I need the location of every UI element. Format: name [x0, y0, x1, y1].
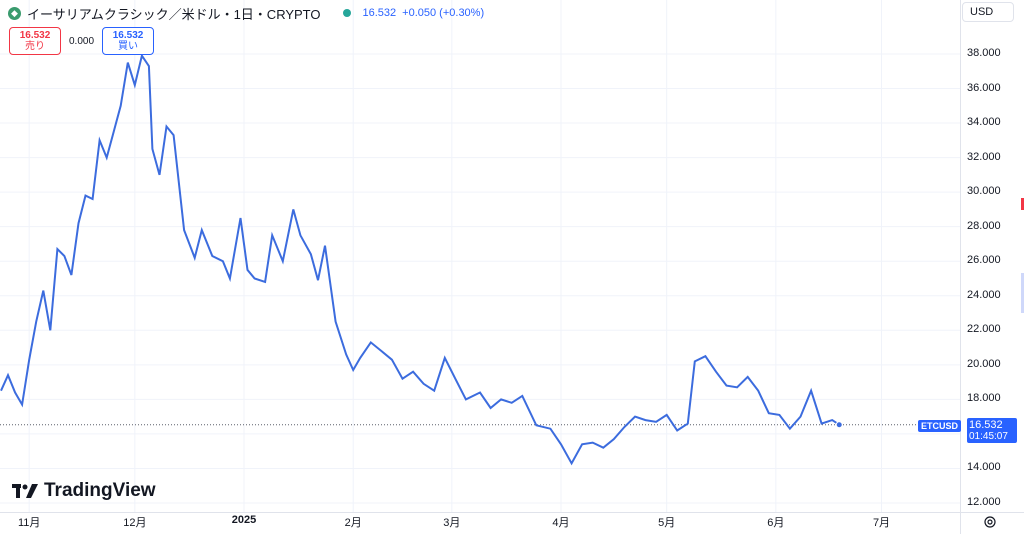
price-label-countdown: 01:45:07	[969, 431, 1008, 442]
y-tick-label: 22.000	[967, 323, 1001, 336]
chart-header: ◆ イーサリアムクラシック／米ドル・1日・CRYPTO 16.532 +0.05…	[8, 4, 484, 22]
last-price-marker	[835, 421, 843, 429]
edge-alert-marker	[1021, 198, 1024, 210]
y-tick-label: 38.000	[967, 46, 1001, 59]
header-price-change: +0.050 (+0.30%)	[402, 7, 485, 19]
x-tick-label: 3月	[443, 517, 461, 529]
x-tick-label: 12月	[123, 517, 147, 529]
gear-icon[interactable]	[983, 515, 997, 529]
symbol-title[interactable]: イーサリアムクラシック／米ドル・1日・CRYPTO	[27, 6, 321, 22]
y-tick-label: 32.000	[967, 150, 1001, 163]
x-tick-label: 4月	[552, 517, 570, 529]
buy-button[interactable]: 16.532 買い	[102, 27, 155, 55]
tradingview-watermark[interactable]: TradingView	[12, 480, 156, 502]
tradingview-logo-icon	[12, 484, 38, 498]
y-tick-label: 36.000	[967, 81, 1001, 94]
y-tick-label: 12.000	[967, 496, 1001, 508]
spread-value: 0.000	[69, 35, 95, 47]
x-tick-label: 2025	[231, 514, 257, 526]
y-tick-label: 20.000	[967, 357, 1001, 370]
x-tick-label: 5月	[658, 517, 676, 529]
sell-button[interactable]: 16.532 売り	[9, 27, 61, 55]
x-tick-label: 11月	[17, 517, 41, 529]
x-tick-label: 7月	[872, 517, 891, 529]
sell-label: 売り	[25, 41, 45, 52]
last-price-label: 16.532 01:45:07	[967, 418, 1017, 443]
etcusd-price-series-line	[0, 53, 840, 466]
y-tick-label: 26.000	[967, 254, 1001, 267]
y-tick-label: 18.000	[967, 392, 1001, 405]
price-label-price: 16.532	[969, 419, 1003, 431]
y-tick-label: 30.000	[967, 185, 1001, 198]
buy-label: 買い	[118, 41, 139, 52]
sell-price: 16.532	[19, 30, 51, 41]
watermark-text: TradingView	[44, 480, 156, 501]
trade-panel: 16.532 売り 0.000 16.532 買い	[9, 27, 155, 55]
y-tick-label: 14.000	[967, 461, 1001, 474]
y-tick-label: 34.000	[967, 116, 1001, 129]
header-last-price: 16.532	[362, 7, 397, 19]
buy-price: 16.532	[112, 30, 144, 41]
y-tick-label: 24.000	[967, 288, 1001, 301]
grid-lines	[0, 0, 960, 512]
market-status-icon[interactable]	[342, 9, 351, 17]
edge-scroll-marker[interactable]	[1021, 273, 1024, 313]
price-label-symbol: ETCUSD	[918, 420, 962, 432]
x-tick-label: 6月	[767, 517, 785, 529]
y-tick-label: 28.000	[967, 219, 1001, 232]
ethereum-classic-icon: ◆	[8, 6, 21, 20]
x-tick-label: 2月	[344, 517, 362, 529]
currency-selector[interactable]: USD	[962, 2, 1014, 22]
